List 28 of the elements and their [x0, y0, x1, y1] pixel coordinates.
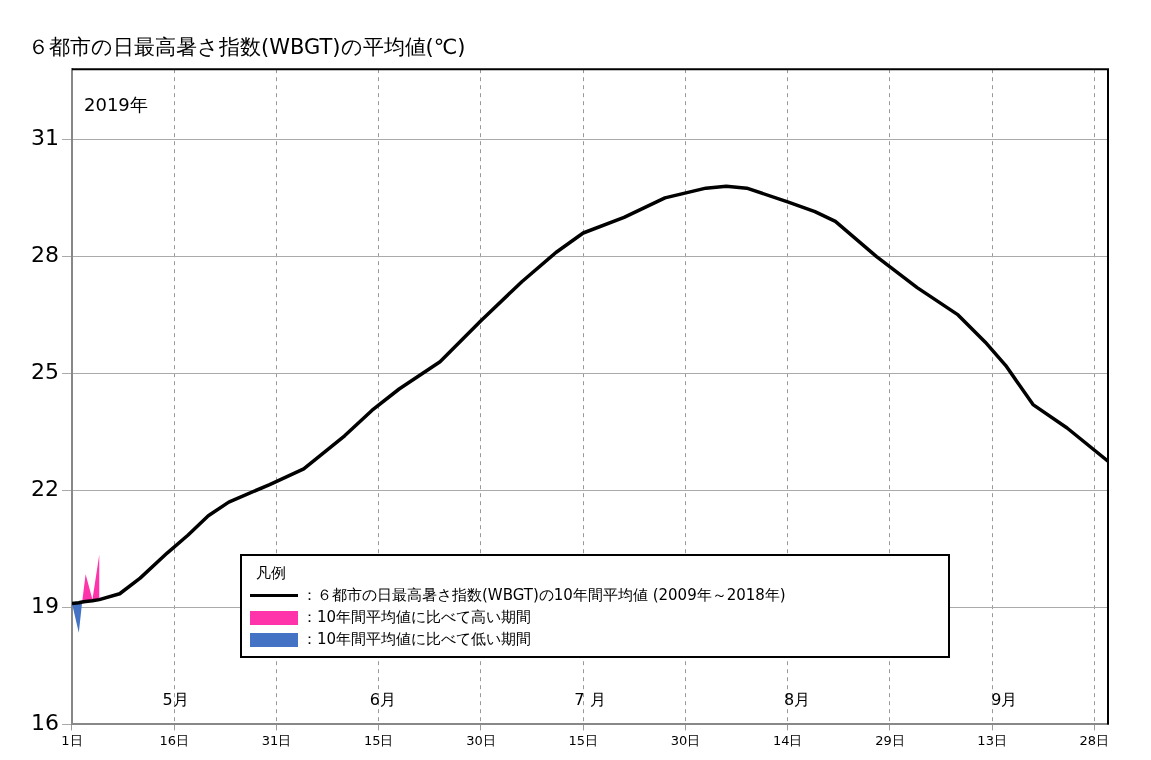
- annotation: 8月: [784, 689, 811, 709]
- x-tick-label: 16日: [159, 732, 190, 748]
- x-tick-label: 13日: [977, 732, 1007, 748]
- x-tick-label: 15日: [568, 732, 598, 748]
- legend-label: ：10年間平均値に比べて高い期間: [301, 608, 532, 627]
- x-tick-label: 31日: [261, 732, 292, 748]
- x-tick-label: 14日: [772, 732, 803, 748]
- y-tick-label: 28: [30, 242, 59, 268]
- legend-label: ：６都市の日最高暑さ指数(WBGT)の10年間平均値 (2009年～2018年): [301, 586, 786, 605]
- y-tick-label: 16: [30, 710, 59, 736]
- y-tick-label: 25: [30, 359, 59, 385]
- x-tick-label: 15日: [363, 732, 394, 748]
- legend-label: ：10年間平均値に比べて低い期間: [301, 630, 532, 649]
- y-tick-label: 22: [30, 476, 59, 502]
- annotation: 9月: [991, 689, 1018, 709]
- y-tick-label: 31: [30, 125, 59, 151]
- text: 2019年: [83, 93, 148, 115]
- x-tick-label: 28日: [1079, 732, 1110, 748]
- x-tick-label: 29日: [875, 732, 905, 748]
- legend-title: 凡例: [255, 563, 287, 585]
- x-tick-label: 30日: [466, 732, 496, 748]
- chart-title: ６都市の日最高暑さ指数(WBGT)の平均値(℃): [28, 35, 466, 60]
- x-tick-label: 1日: [61, 732, 83, 748]
- annotation: 5月: [162, 689, 189, 709]
- y-tick-label: 19: [30, 593, 59, 619]
- x-tick-label: 30日: [670, 732, 701, 748]
- annotation: 7 月: [574, 689, 606, 709]
- annotation: 6月: [369, 689, 396, 709]
